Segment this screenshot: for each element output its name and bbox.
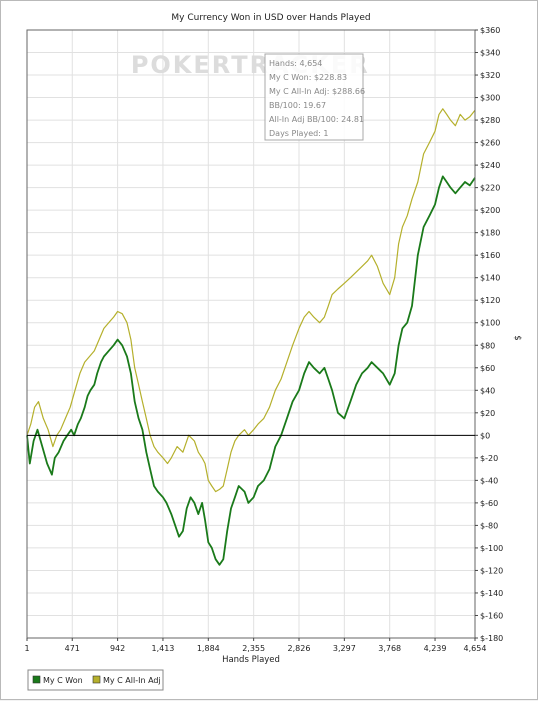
x-tick-label: 2,826 [288,644,311,653]
y-tick-label: $260 [480,139,500,148]
y-tick-label: $280 [480,116,500,125]
legend-label: My C Won [43,676,83,685]
y-tick-label: $300 [480,94,500,103]
y-tick-label: $180 [480,229,500,238]
y-tick-label: $-160 [480,611,503,620]
y-tick-label: $200 [480,206,500,215]
x-tick-label: 1 [24,644,29,653]
info-box [264,53,364,141]
y-tick-label: $360 [480,26,500,35]
y-tick-label: $340 [480,49,500,58]
x-tick-label: 4,654 [464,644,487,653]
x-tick-label: 3,768 [378,644,401,653]
y-tick-label: $100 [480,319,500,328]
y-tick-label: $-60 [480,499,498,508]
info-line: My C Won: $228.83 [269,73,347,82]
chart-title: My Currency Won in USD over Hands Played [171,13,370,23]
x-axis-title: Hands Played [222,655,280,665]
y-tick-label: $-80 [480,521,498,530]
info-line: Hands: 4,654 [269,59,322,68]
y-axis-title: $ [512,335,522,340]
x-tick-label: 942 [110,644,125,653]
y-tick-label: $-140 [480,589,503,598]
x-tick-label: 4,239 [424,644,447,653]
y-tick-label: $-180 [480,634,503,643]
x-tick-label: 1,884 [197,644,220,653]
info-line: Days Played: 1 [269,129,329,138]
y-tick-label: $80 [480,341,495,350]
x-tick-label: 471 [65,644,80,653]
info-line: All-In Adj BB/100: 24.81 [269,115,364,124]
y-tick-label: $320 [480,71,500,80]
y-tick-label: $-120 [480,566,503,575]
y-tick-label: $0 [480,431,490,440]
info-line: My C All-In Adj: $288.66 [269,87,365,96]
y-tick-label: $-20 [480,454,498,463]
y-tick-label: $40 [480,386,495,395]
y-tick-label: $-40 [480,476,498,485]
y-tick-label: $20 [480,409,495,418]
series-line-my-c-won [26,175,476,566]
series-line-my-c-all-in-adj [26,108,476,493]
y-tick-label: $-100 [480,544,503,553]
plot-area [27,30,475,638]
legend-swatch [32,675,41,684]
legend-swatch [92,675,101,684]
y-tick-label: $120 [480,296,500,305]
legend-label: My C All-In Adj [103,676,161,685]
x-tick-label: 1,413 [151,644,174,653]
y-tick-label: $140 [480,274,500,283]
y-tick-label: $60 [480,364,495,373]
info-line: BB/100: 19.67 [269,101,326,110]
y-tick-label: $220 [480,184,500,193]
x-tick-label: 3,297 [333,644,356,653]
plot-border [26,29,476,639]
y-tick-label: $240 [480,161,500,170]
y-tick-label: $160 [480,251,500,260]
x-tick-label: 2,355 [242,644,265,653]
